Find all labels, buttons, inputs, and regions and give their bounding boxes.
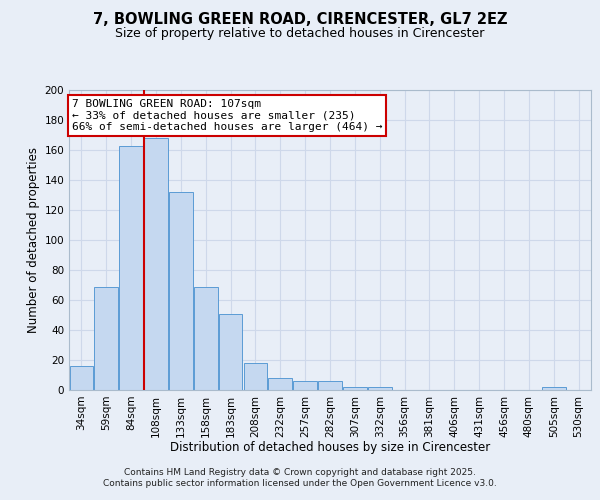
- Bar: [368, 387, 392, 390]
- Bar: [219, 314, 242, 390]
- Text: 7 BOWLING GREEN ROAD: 107sqm
← 33% of detached houses are smaller (235)
66% of s: 7 BOWLING GREEN ROAD: 107sqm ← 33% of de…: [71, 99, 382, 132]
- Bar: [244, 363, 267, 390]
- Bar: [293, 381, 317, 390]
- Bar: [542, 387, 566, 390]
- Bar: [343, 387, 367, 390]
- Y-axis label: Number of detached properties: Number of detached properties: [27, 147, 40, 333]
- Bar: [94, 286, 118, 390]
- Bar: [144, 138, 168, 390]
- Bar: [70, 366, 93, 390]
- Text: 7, BOWLING GREEN ROAD, CIRENCESTER, GL7 2EZ: 7, BOWLING GREEN ROAD, CIRENCESTER, GL7 …: [93, 12, 507, 28]
- Bar: [194, 286, 218, 390]
- Text: Contains HM Land Registry data © Crown copyright and database right 2025.
Contai: Contains HM Land Registry data © Crown c…: [103, 468, 497, 487]
- X-axis label: Distribution of detached houses by size in Cirencester: Distribution of detached houses by size …: [170, 441, 490, 454]
- Bar: [119, 146, 143, 390]
- Bar: [268, 378, 292, 390]
- Bar: [318, 381, 342, 390]
- Bar: [169, 192, 193, 390]
- Text: Size of property relative to detached houses in Cirencester: Size of property relative to detached ho…: [115, 28, 485, 40]
